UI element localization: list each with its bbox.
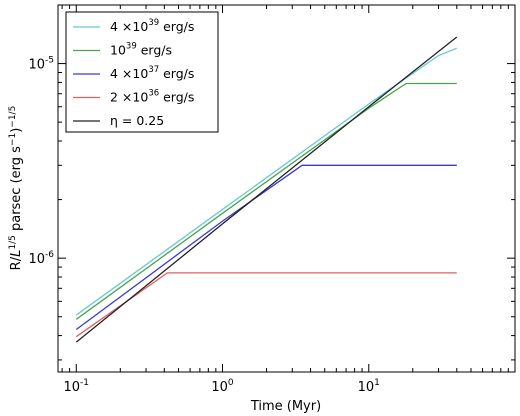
legend-label-1: 1039 erg/s <box>110 42 172 58</box>
x-tick-label: 100 <box>211 378 234 395</box>
series-line-1 <box>75 82 457 320</box>
series-line-0 <box>75 47 458 316</box>
series-line-3 <box>75 272 457 338</box>
series-line-2 <box>75 164 457 331</box>
series-line-4 <box>75 36 458 343</box>
x-tick-label: 101 <box>358 378 380 395</box>
y-tick-label: 10-6 <box>28 250 54 267</box>
y-axis-label: R/L1/5 parsec (erg s−1)−1/5 <box>8 106 24 271</box>
legend-label-0: 4 ×1039 erg/s <box>110 18 194 34</box>
x-tick-label: 10-1 <box>64 378 90 395</box>
legend-box <box>65 11 219 133</box>
plot-frame <box>57 4 516 373</box>
legend-label-3: 2 ×1036 erg/s <box>110 89 194 105</box>
x-axis-label: Time (Myr) <box>250 399 321 414</box>
legend-label-4: η = 0.25 <box>110 113 164 128</box>
y-tick-label: 10-5 <box>28 56 54 73</box>
legend-label-2: 4 ×1037 erg/s <box>110 65 194 81</box>
